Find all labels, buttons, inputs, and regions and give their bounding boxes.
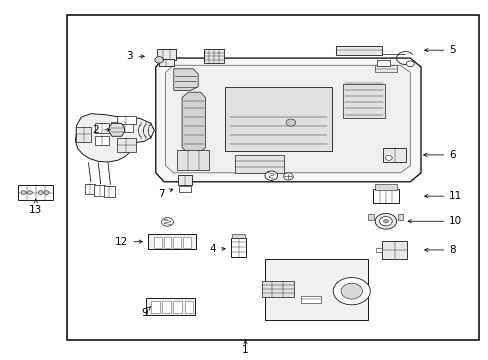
Bar bbox=[76, 127, 91, 141]
Polygon shape bbox=[165, 65, 409, 173]
Bar bbox=[381, 241, 407, 258]
Bar bbox=[104, 186, 115, 197]
Text: 8: 8 bbox=[424, 245, 455, 255]
Text: 12: 12 bbox=[115, 237, 142, 247]
Circle shape bbox=[340, 283, 362, 299]
Bar bbox=[397, 214, 403, 220]
Bar bbox=[375, 248, 381, 252]
Circle shape bbox=[44, 191, 49, 194]
Bar bbox=[377, 60, 389, 66]
Circle shape bbox=[283, 173, 293, 180]
Bar bbox=[183, 237, 190, 248]
Bar bbox=[146, 298, 194, 315]
Circle shape bbox=[155, 57, 163, 63]
Bar bbox=[162, 301, 170, 313]
Bar bbox=[66, 15, 478, 339]
Polygon shape bbox=[109, 123, 124, 136]
Bar bbox=[154, 237, 161, 248]
Circle shape bbox=[27, 191, 32, 194]
Circle shape bbox=[379, 217, 391, 226]
Text: 3: 3 bbox=[126, 51, 144, 61]
Text: 7: 7 bbox=[158, 189, 172, 199]
Circle shape bbox=[161, 218, 173, 226]
Bar bbox=[231, 238, 245, 257]
Bar bbox=[343, 84, 384, 118]
Bar bbox=[95, 123, 109, 134]
Bar bbox=[117, 116, 136, 124]
Circle shape bbox=[264, 171, 277, 180]
Polygon shape bbox=[75, 114, 154, 162]
Bar bbox=[117, 138, 136, 152]
Bar bbox=[179, 186, 191, 192]
Polygon shape bbox=[156, 58, 420, 182]
Bar bbox=[224, 87, 331, 151]
Text: 13: 13 bbox=[29, 199, 42, 216]
Polygon shape bbox=[182, 92, 205, 153]
Bar bbox=[158, 59, 174, 66]
Text: 10: 10 bbox=[407, 216, 462, 226]
Bar bbox=[177, 175, 192, 185]
Bar bbox=[231, 234, 245, 238]
Circle shape bbox=[332, 278, 369, 305]
Bar bbox=[203, 49, 223, 63]
Text: 2: 2 bbox=[92, 125, 110, 135]
Text: 5: 5 bbox=[424, 45, 455, 55]
Bar bbox=[94, 185, 105, 196]
Bar bbox=[382, 148, 406, 162]
Bar bbox=[110, 122, 132, 132]
Bar bbox=[148, 234, 196, 249]
Text: 11: 11 bbox=[424, 191, 462, 201]
Bar bbox=[173, 301, 182, 313]
Text: 9: 9 bbox=[141, 306, 150, 318]
Circle shape bbox=[385, 155, 391, 160]
Bar bbox=[84, 184, 95, 194]
Circle shape bbox=[406, 61, 413, 67]
Bar bbox=[335, 46, 382, 55]
Bar bbox=[301, 296, 320, 303]
Bar bbox=[157, 49, 176, 59]
Bar bbox=[173, 237, 181, 248]
Bar bbox=[374, 65, 396, 72]
Bar bbox=[177, 150, 209, 170]
Text: 1: 1 bbox=[242, 340, 248, 355]
Bar bbox=[163, 237, 171, 248]
Bar bbox=[151, 301, 160, 313]
Circle shape bbox=[285, 119, 295, 126]
Bar bbox=[265, 259, 367, 320]
Bar bbox=[234, 155, 283, 173]
Circle shape bbox=[38, 191, 43, 194]
Bar bbox=[372, 189, 398, 203]
Polygon shape bbox=[173, 69, 198, 90]
Bar bbox=[374, 184, 396, 190]
Text: 6: 6 bbox=[423, 150, 455, 160]
Circle shape bbox=[374, 213, 396, 229]
Bar bbox=[184, 301, 193, 313]
Text: 4: 4 bbox=[209, 244, 225, 254]
Bar bbox=[18, 185, 53, 200]
Bar bbox=[261, 281, 293, 297]
Bar bbox=[367, 214, 373, 220]
Circle shape bbox=[21, 191, 26, 194]
Circle shape bbox=[383, 220, 387, 223]
Bar bbox=[95, 136, 109, 145]
